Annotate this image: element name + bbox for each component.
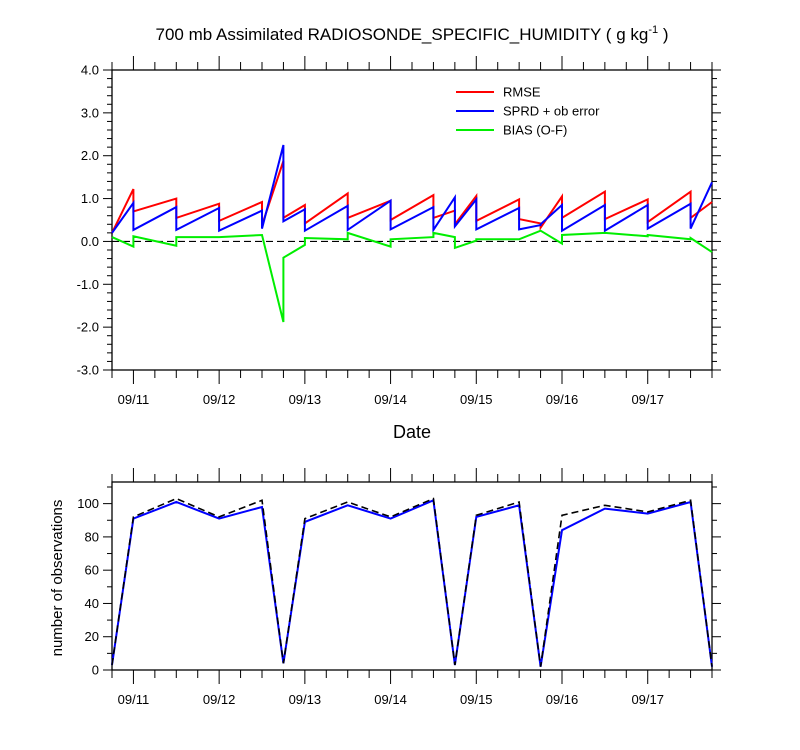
bottom-ytick-label: 80 [85,529,99,544]
bottom-ytick-label: 100 [77,496,99,511]
top-ytick-label: -3.0 [77,363,99,378]
top-xtick-label: 09/14 [374,392,407,407]
bottom-xtick-label: 09/13 [289,692,322,707]
top-xtick-label: 09/13 [289,392,322,407]
bottom-ytick-label: 60 [85,563,99,578]
bottom-series-used [111,498,713,667]
top-ytick-label: 2.0 [81,148,99,163]
bottom-xtick-label: 09/15 [460,692,493,707]
top-ytick-label: -2.0 [77,320,99,335]
legend-label: RMSE [503,85,541,100]
top-ytick-label: 4.0 [81,63,99,78]
y-axis-label-observations: number of observations [49,500,66,657]
top-ytick-label: 0.0 [81,234,99,249]
bottom-series-possible [111,497,713,667]
legend: RMSE SPRD + ob error BIAS (O-F) [456,85,600,138]
top-xtick-label: 09/15 [460,392,493,407]
bottom-xtick-label: 09/14 [374,692,407,707]
bottom-ytick-label: 0 [92,663,99,678]
legend-label: BIAS (O-F) [503,123,567,138]
bottom-plot: 0 20 40 60 80 100 09/11 09/12 09/13 09/14 09/15 09/… [77,468,721,707]
top-series-rmse [111,160,713,234]
bottom-xtick-label: 09/16 [546,692,579,707]
bottom-ytick-label: 20 [85,629,99,644]
top-series-bias-o-f [111,229,713,323]
top-plot: -3.0 -2.0 -1.0 0.0 1.0 2.0 3.0 4.0 09/11 09/12 09/… [77,56,721,407]
bottom-ytick-label: 40 [85,596,99,611]
top-xtick-label: 09/17 [631,392,664,407]
bottom-xtick-label: 09/12 [203,692,236,707]
chart-title: 700 mb Assimilated RADIOSONDE_SPECIFIC_H… [156,24,669,44]
top-xtick-label: 09/11 [118,392,150,407]
bottom-xtick-label: 09/17 [631,692,664,707]
x-axis-label: Date [393,422,431,442]
top-series-sprd-ob-error [111,144,713,234]
top-ytick-label: 3.0 [81,105,99,120]
top-xtick-label: 09/12 [203,392,236,407]
top-ytick-label: 1.0 [81,191,99,206]
legend-label: SPRD + ob error [503,104,600,119]
bottom-xtick-label: 09/11 [118,692,150,707]
top-ytick-label: -1.0 [77,277,99,292]
top-xtick-label: 09/16 [546,392,579,407]
